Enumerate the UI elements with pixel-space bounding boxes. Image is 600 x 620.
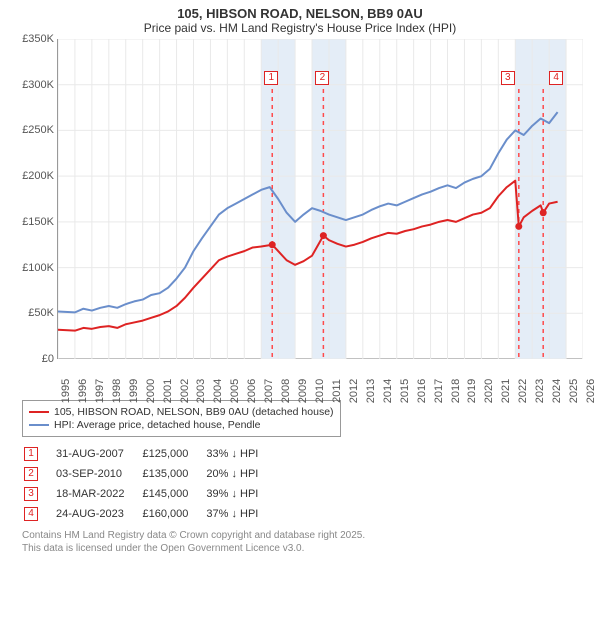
x-axis-label: 2012 (348, 379, 360, 403)
x-axis-label: 2004 (212, 379, 224, 403)
x-axis-label: 2015 (399, 379, 411, 403)
legend-label-red: 105, HIBSON ROAD, NELSON, BB9 0AU (detac… (54, 406, 334, 418)
event-row: 3 18-MAR-2022£145,00039% ↓ HPI (24, 485, 274, 503)
event-date: 24-AUG-2023 (56, 505, 140, 523)
legend-swatch-blue (29, 424, 49, 426)
x-axis-label: 2005 (229, 379, 241, 403)
x-axis-label: 2021 (500, 379, 512, 403)
event-row: 4 24-AUG-2023£160,00037% ↓ HPI (24, 505, 274, 523)
x-axis-label: 2025 (568, 379, 580, 403)
event-date: 18-MAR-2022 (56, 485, 140, 503)
event-marker: 3 (501, 71, 515, 85)
event-marker-icon: 4 (24, 507, 38, 521)
y-axis-label: £0 (42, 353, 54, 365)
y-axis-label: £200K (22, 170, 54, 182)
footer-line2: This data is licensed under the Open Gov… (22, 542, 590, 555)
x-axis-label: 2008 (280, 379, 292, 403)
event-vs-hpi: 20% ↓ HPI (206, 465, 274, 483)
x-axis-label: 1998 (111, 379, 123, 403)
event-marker: 2 (315, 71, 329, 85)
event-marker-icon: 1 (24, 447, 38, 461)
legend-label-blue: HPI: Average price, detached house, Pend… (54, 419, 260, 431)
x-axis-label: 1997 (94, 379, 106, 403)
y-axis-label: £50K (28, 307, 54, 319)
price-chart: £0£50K£100K£150K£200K£250K£300K£350K 123… (15, 39, 585, 394)
event-price: £160,000 (142, 505, 204, 523)
legend-item-red: 105, HIBSON ROAD, NELSON, BB9 0AU (detac… (29, 406, 334, 418)
event-date: 03-SEP-2010 (56, 465, 140, 483)
legend-swatch-red (29, 411, 49, 413)
x-axis-label: 2026 (585, 379, 597, 403)
x-axis-label: 2010 (314, 379, 326, 403)
y-axis-label: £100K (22, 262, 54, 274)
event-marker-icon: 3 (24, 487, 38, 501)
event-price: £125,000 (142, 445, 204, 463)
x-axis-label: 2001 (162, 379, 174, 403)
event-row: 1 31-AUG-2007£125,00033% ↓ HPI (24, 445, 274, 463)
x-axis-label: 2014 (382, 379, 394, 403)
event-marker: 1 (264, 71, 278, 85)
x-axis-label: 2011 (331, 379, 343, 403)
event-vs-hpi: 39% ↓ HPI (206, 485, 274, 503)
y-axis-label: £350K (22, 33, 54, 45)
event-row: 2 03-SEP-2010£135,00020% ↓ HPI (24, 465, 274, 483)
event-vs-hpi: 37% ↓ HPI (206, 505, 274, 523)
events-table: 1 31-AUG-2007£125,00033% ↓ HPI 2 03-SEP-201… (22, 443, 276, 525)
x-axis-label: 2022 (517, 379, 529, 403)
x-axis-label: 2002 (179, 379, 191, 403)
x-axis-label: 1999 (128, 379, 140, 403)
x-axis-label: 1996 (77, 379, 89, 403)
x-axis-label: 2003 (195, 379, 207, 403)
y-axis-label: £250K (22, 124, 54, 136)
x-axis-label: 2017 (433, 379, 445, 403)
x-axis-label: 2016 (416, 379, 428, 403)
title-line1: 105, HIBSON ROAD, NELSON, BB9 0AU (10, 6, 590, 21)
x-axis-label: 2023 (534, 379, 546, 403)
event-marker-icon: 2 (24, 467, 38, 481)
x-axis-label: 2024 (551, 379, 563, 403)
event-price: £145,000 (142, 485, 204, 503)
title-line2: Price paid vs. HM Land Registry's House … (10, 21, 590, 35)
legend: 105, HIBSON ROAD, NELSON, BB9 0AU (detac… (22, 400, 341, 437)
x-axis-label: 2018 (450, 379, 462, 403)
event-vs-hpi: 33% ↓ HPI (206, 445, 274, 463)
event-date: 31-AUG-2007 (56, 445, 140, 463)
x-axis-label: 2009 (297, 379, 309, 403)
x-axis-label: 2013 (365, 379, 377, 403)
event-price: £135,000 (142, 465, 204, 483)
x-axis-label: 2019 (466, 379, 478, 403)
event-marker: 4 (549, 71, 563, 85)
chart-title: 105, HIBSON ROAD, NELSON, BB9 0AU Price … (10, 6, 590, 35)
x-axis-label: 2020 (483, 379, 495, 403)
footer-line1: Contains HM Land Registry data © Crown c… (22, 529, 590, 542)
legend-item-blue: HPI: Average price, detached house, Pend… (29, 419, 334, 431)
x-axis-label: 2006 (246, 379, 258, 403)
footer-attribution: Contains HM Land Registry data © Crown c… (22, 529, 590, 555)
x-axis-label: 1995 (60, 379, 72, 403)
y-axis-label: £150K (22, 216, 54, 228)
y-axis-label: £300K (22, 79, 54, 91)
x-axis-label: 2007 (263, 379, 275, 403)
x-axis-label: 2000 (145, 379, 157, 403)
